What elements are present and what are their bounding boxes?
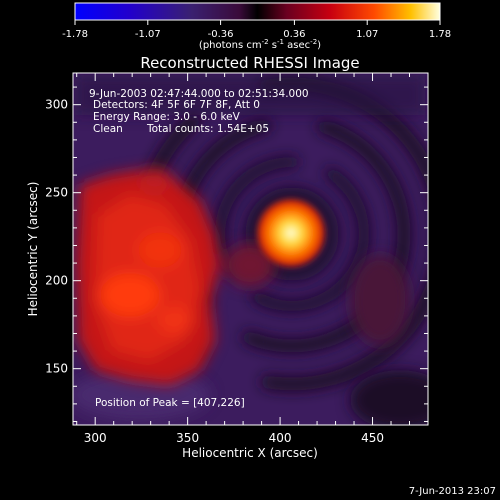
total-counts-text: Total counts: 1.54E+05: [146, 123, 269, 135]
energy-range-text: Energy Range: 3.0 - 6.0 keV: [93, 111, 241, 123]
chart-title: Reconstructed RHESSI Image: [140, 54, 359, 72]
y-tick-label: 300: [45, 98, 68, 112]
x-tick-label: 400: [269, 431, 292, 445]
heatmap-image: [73, 73, 428, 425]
colorbar: [74, 2, 441, 21]
peak-source: [255, 196, 328, 269]
colorbar-tick-label: 1.78: [429, 29, 451, 40]
colorbar-unit-label: (photons cm-2 s-1 asec-2): [199, 38, 321, 51]
axis-ticks: 300 350 400 450 150 200 250 300: [45, 73, 429, 445]
colorbar-tick-label: 0.36: [283, 29, 305, 40]
time-range-text: 9-Jun-2003 02:47:44.000 to 02:51:34.000: [89, 88, 309, 100]
y-tick-label: 250: [45, 186, 68, 200]
colorbar-tick-label: 1.07: [356, 29, 378, 40]
colorbar-tick-label: -0.36: [208, 29, 234, 40]
detectors-text: Detectors: 4F 5F 6F 7F 8F, Att 0: [93, 99, 260, 111]
x-tick-label: 450: [361, 431, 384, 445]
clean-text: Clean: [93, 123, 123, 135]
y-tick-label: 150: [45, 362, 68, 376]
y-axis-label: Heliocentric Y (arcsec): [26, 182, 40, 317]
footer-date: 7-Jun-2013 23:07: [409, 486, 496, 497]
colorbar-tick-label: -1.07: [135, 29, 161, 40]
colorbar-tick-label: -1.78: [62, 29, 88, 40]
colorbar-ticks: -1.78 -1.07 -0.36 0.36 1.07 1.78: [62, 20, 451, 40]
x-axis-label: Heliocentric X (arcsec): [182, 446, 318, 460]
x-tick-label: 300: [84, 431, 107, 445]
plot-frame: [72, 72, 429, 426]
x-tick-label: 350: [176, 431, 199, 445]
y-tick-label: 200: [45, 274, 68, 288]
peak-position-text: Position of Peak = [407,226]: [95, 397, 245, 409]
